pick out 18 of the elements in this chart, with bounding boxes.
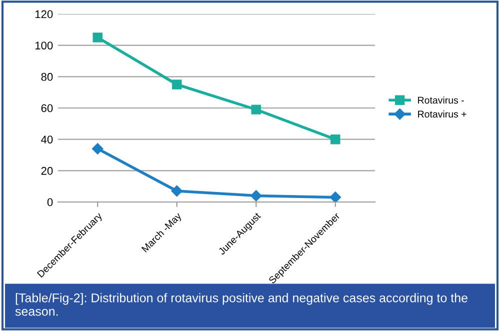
legend-label: Rotavirus - xyxy=(418,96,464,104)
y-tick-label: 40 xyxy=(41,136,53,144)
y-tick-label: 60 xyxy=(41,104,53,112)
point xyxy=(330,134,340,144)
point xyxy=(92,32,102,42)
point xyxy=(251,104,261,114)
y-tick-label: 100 xyxy=(35,42,53,50)
y-tick-label: 20 xyxy=(41,166,53,175)
point xyxy=(171,185,182,197)
point xyxy=(250,190,262,202)
text: [Table/Fig-2]: Distribution of rotavirus positive and negative cases according to the season. xyxy=(15,293,468,316)
point xyxy=(172,80,182,90)
legend-label: Rotavirus + xyxy=(418,110,466,118)
y-tick-label: 0 xyxy=(47,198,53,206)
point xyxy=(330,192,341,202)
point xyxy=(92,143,104,154)
y-tick-label: 80 xyxy=(41,72,53,81)
y-tick-label: 120 xyxy=(35,10,53,18)
